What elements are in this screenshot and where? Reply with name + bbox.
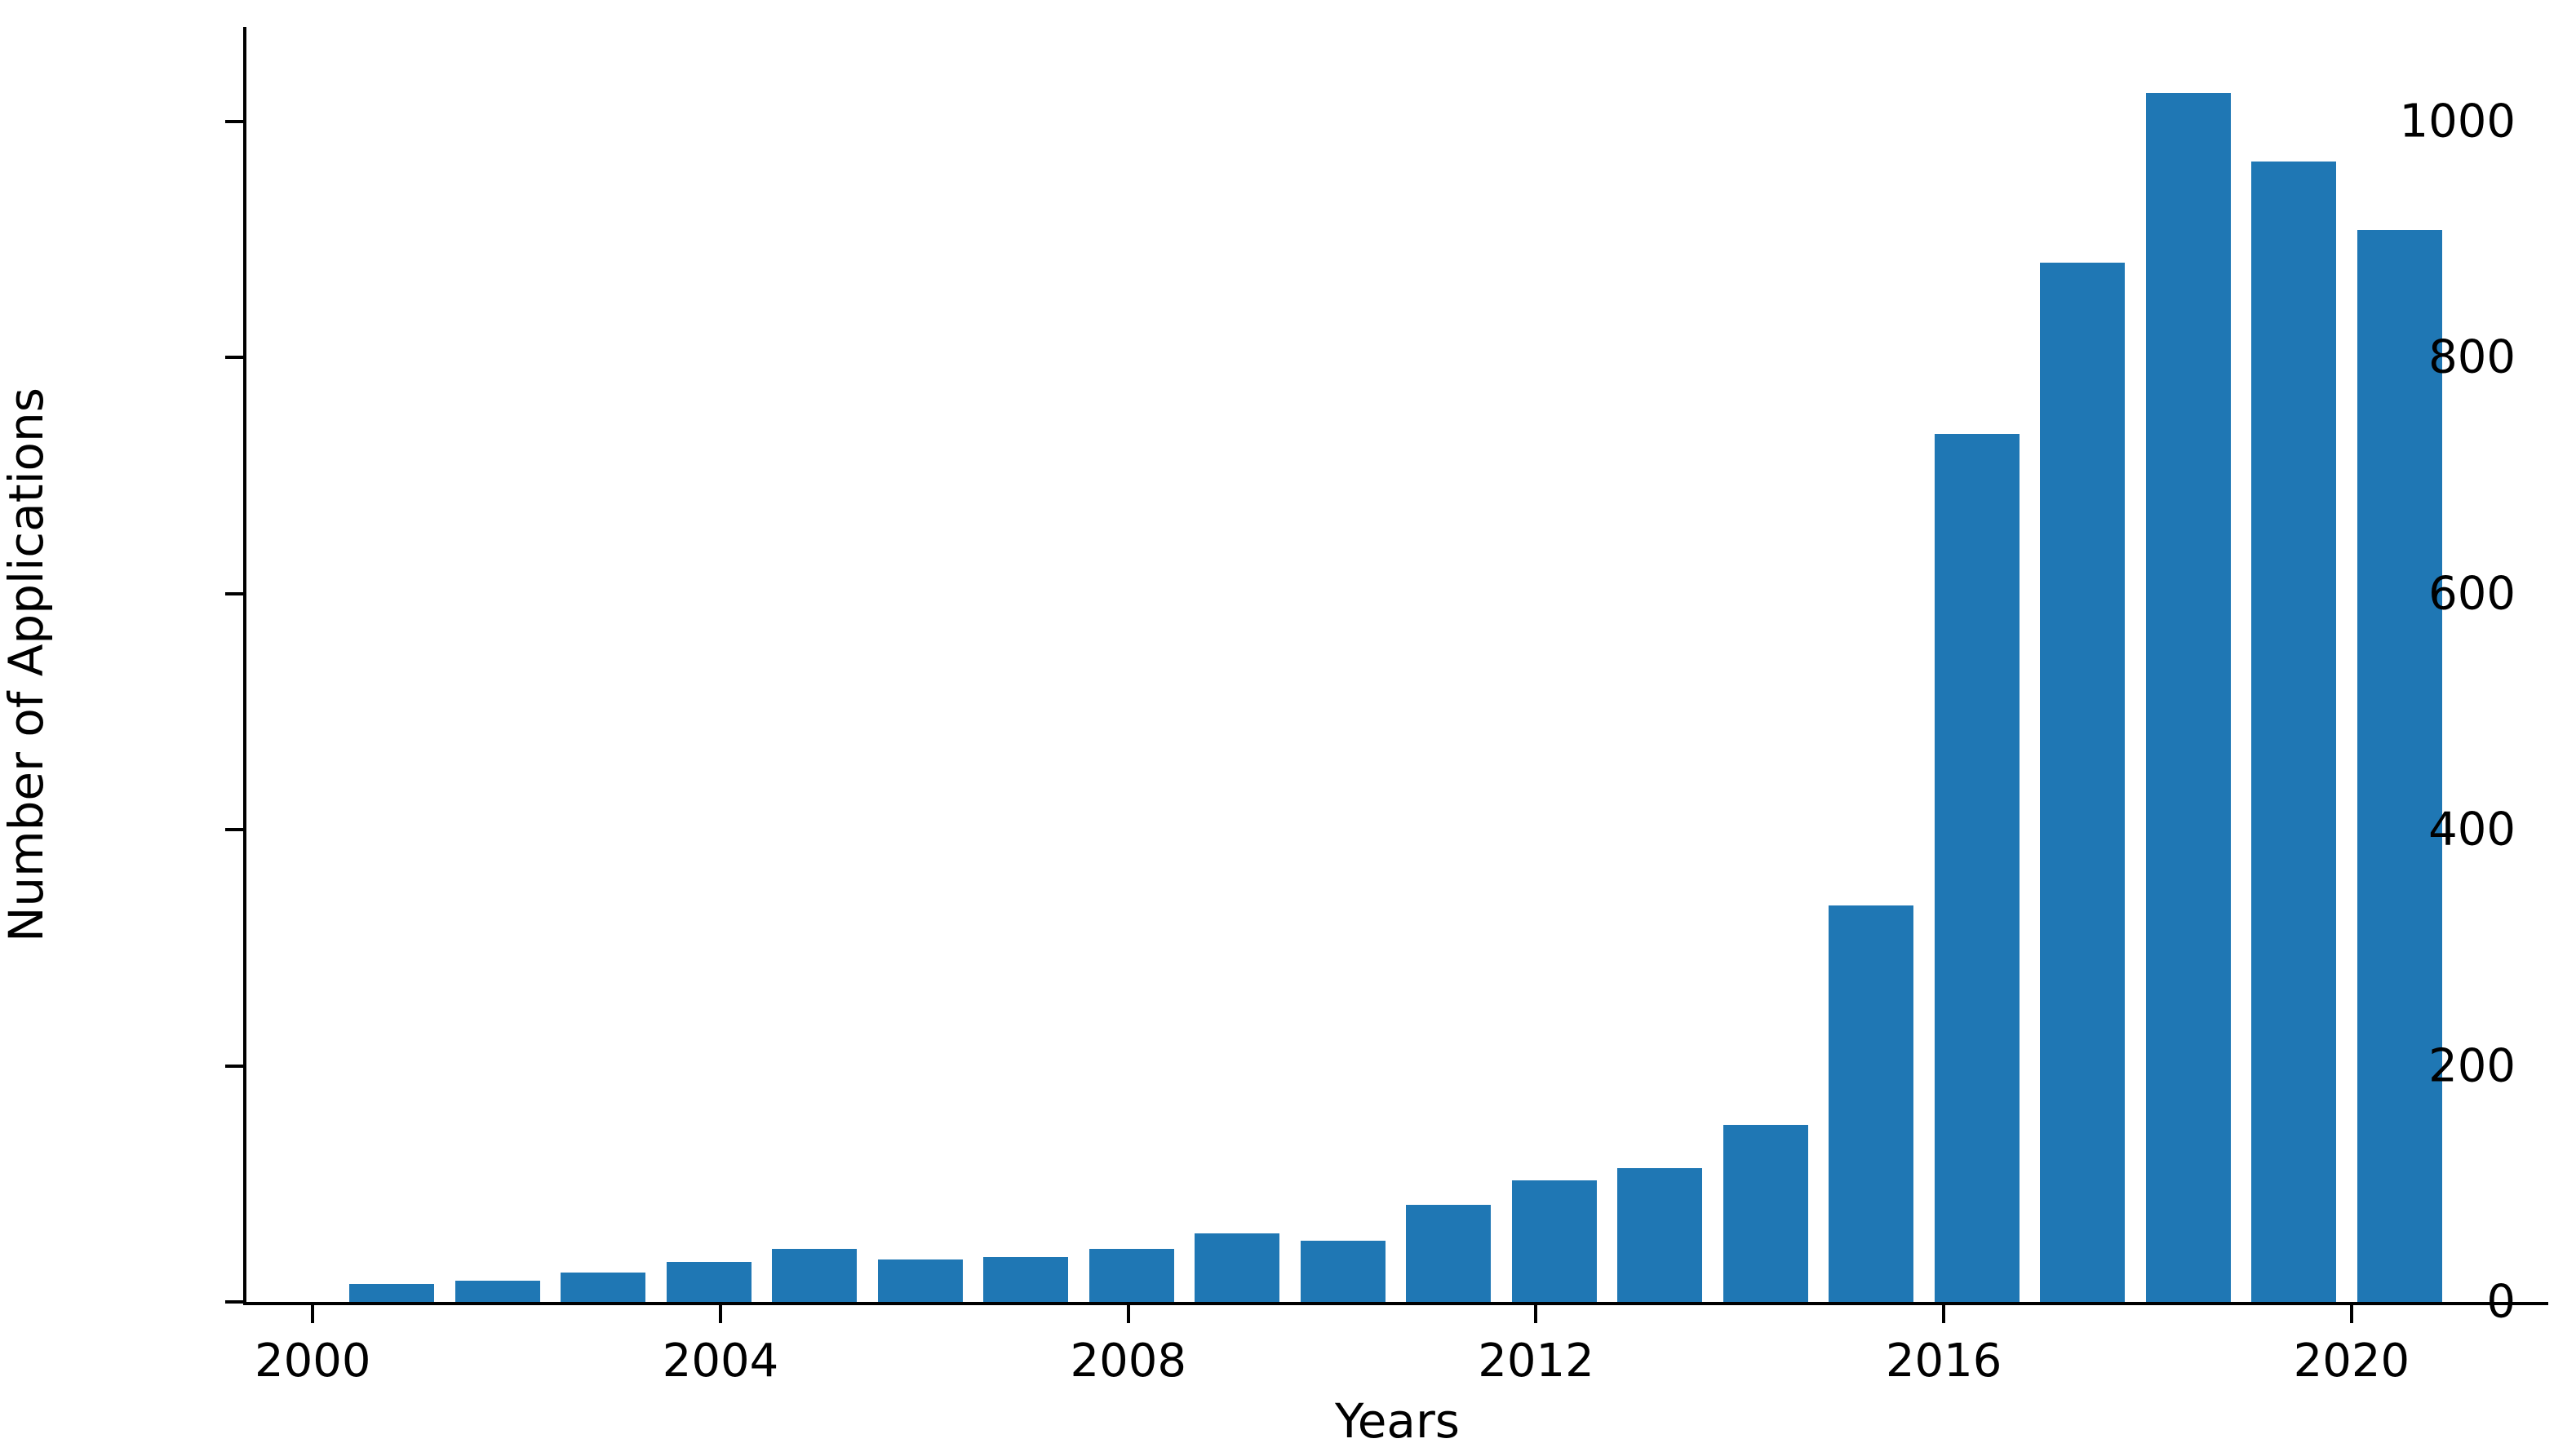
plot-area: 2000 2004 2008 2012 2016 2020 0 200 400 600 800 10… (0, 27, 2548, 1449)
y-tick-label-400: 400 (2428, 803, 2516, 857)
bar-2012 (1511, 1180, 1597, 1302)
bar-2014 (1723, 1124, 1808, 1302)
bar-2004 (666, 1261, 752, 1302)
y-tick-label-0: 0 (2486, 1275, 2516, 1329)
bar-2011 (1406, 1205, 1492, 1302)
y-tick-label-200: 200 (2428, 1039, 2516, 1092)
x-tick-label-2016: 2016 (1885, 1335, 2002, 1388)
y-tick-label-1000: 1000 (2399, 95, 2516, 148)
x-tick-2008 (1126, 1305, 1130, 1323)
y-tick-400 (225, 828, 243, 831)
bar-2013 (1617, 1168, 1703, 1302)
bar-2019 (2251, 161, 2337, 1302)
bar-2020 (2357, 229, 2442, 1302)
x-tick-label-2004: 2004 (662, 1335, 779, 1388)
bar-2015 (1829, 905, 1914, 1302)
y-tick-200 (225, 1064, 243, 1068)
x-tick-2004 (719, 1305, 723, 1323)
bar-2006 (877, 1259, 963, 1302)
bar-2009 (1195, 1233, 1280, 1302)
bar-2005 (772, 1248, 858, 1302)
bar-2018 (2145, 92, 2231, 1302)
bar-2007 (983, 1257, 1069, 1302)
x-tick-2012 (1534, 1305, 1538, 1323)
x-axis-label: Years (1334, 1393, 1461, 1449)
bar-2003 (561, 1272, 646, 1302)
x-tick-2000 (311, 1305, 315, 1323)
bar-2008 (1088, 1248, 1174, 1302)
x-tick-label-2012: 2012 (1478, 1335, 1594, 1388)
x-tick-label-2008: 2008 (1070, 1335, 1186, 1388)
x-axis-spine (243, 1302, 2548, 1305)
y-axis-label: Number of Applications (0, 387, 54, 942)
y-axis-spine (243, 27, 246, 1302)
y-tick-0 (225, 1300, 243, 1304)
bar-2017 (2040, 263, 2126, 1302)
x-tick-label-2000: 2000 (255, 1335, 371, 1388)
x-tick-label-2020: 2020 (2293, 1335, 2410, 1388)
y-tick-600 (225, 591, 243, 595)
x-tick-2020 (2349, 1305, 2353, 1323)
y-tick-label-800: 800 (2428, 330, 2516, 384)
bar-2001 (349, 1284, 435, 1302)
y-tick-1000 (225, 119, 243, 123)
bar-2016 (1934, 434, 2020, 1302)
x-tick-2016 (1942, 1305, 1946, 1323)
bar-2010 (1300, 1240, 1386, 1302)
y-tick-label-600: 600 (2428, 567, 2516, 620)
y-tick-800 (225, 356, 243, 359)
bar-2002 (454, 1280, 540, 1302)
